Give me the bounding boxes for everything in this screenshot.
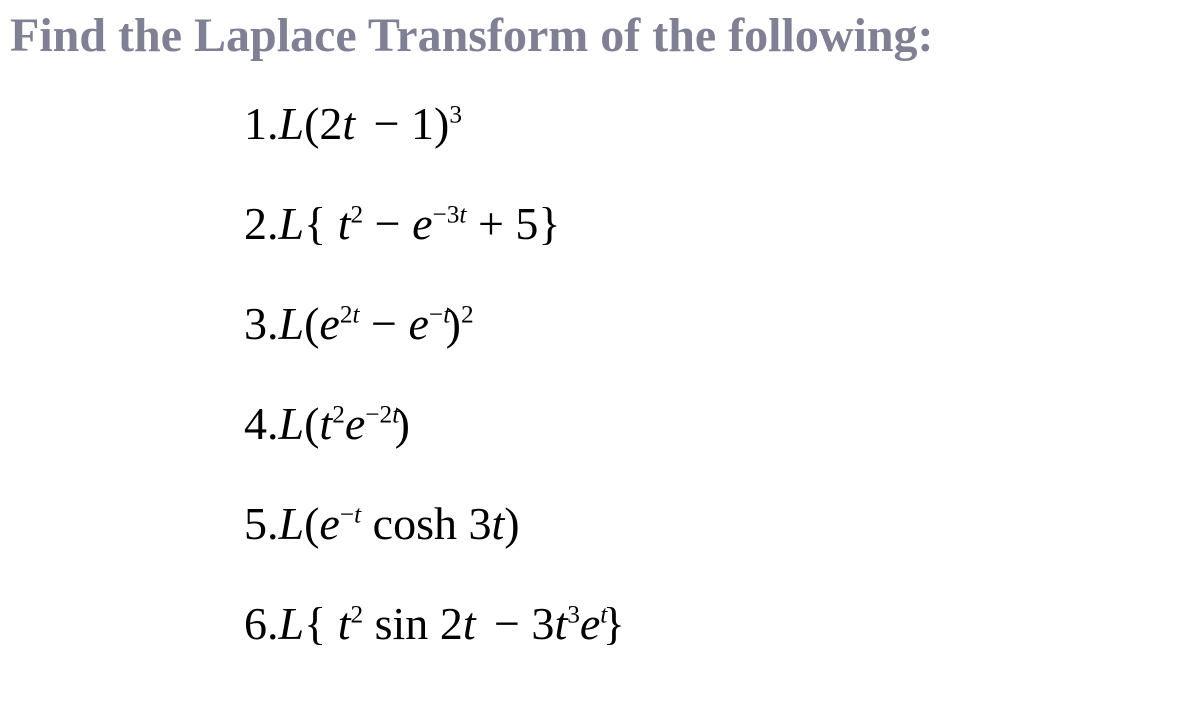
item-number: 6.: [244, 597, 279, 650]
page-title: Find the Laplace Transform of the follow…: [10, 8, 934, 63]
text: − 1): [362, 98, 449, 149]
text: −: [363, 198, 412, 249]
var-e: e: [408, 298, 428, 349]
exponent: −2: [365, 401, 392, 429]
exponent: 3: [567, 601, 580, 629]
text: }: [603, 598, 625, 649]
text: (2: [304, 98, 342, 149]
text: {: [304, 198, 338, 249]
operator-L: L: [279, 498, 305, 549]
problem-5: 5. L(e−t cosh 3t): [244, 492, 625, 592]
text: (: [304, 498, 319, 549]
var-t: t: [491, 498, 504, 549]
text: 2: [428, 598, 463, 649]
var-e: e: [319, 298, 339, 349]
text: (: [304, 298, 319, 349]
exponent: −: [429, 301, 443, 329]
var-t: t: [319, 398, 332, 449]
text: −: [360, 298, 409, 349]
exponent: −: [340, 501, 354, 529]
var-e: e: [580, 598, 600, 649]
operator-L: L: [279, 598, 305, 649]
text: {: [304, 598, 338, 649]
var-e: e: [345, 398, 365, 449]
text: + 5}: [466, 198, 560, 249]
problem-3: 3. L(e2t − e−t)2: [244, 292, 625, 392]
text: − 3: [482, 598, 554, 649]
var-t: t: [353, 301, 360, 329]
problem-4: 4. L(t2e−2t): [244, 392, 625, 492]
exponent: 2: [461, 301, 474, 329]
func-sin: sin: [363, 598, 428, 649]
item-number: 3.: [244, 297, 279, 350]
exponent: 2: [350, 601, 363, 629]
text: ): [504, 498, 519, 549]
exponent: 3: [449, 101, 462, 129]
exponent: 2: [340, 301, 353, 329]
problem-2: 2. L{ t2 − e−3t + 5}: [244, 192, 625, 292]
operator-L: L: [279, 298, 305, 349]
operator-L: L: [279, 198, 305, 249]
text: ): [446, 298, 461, 349]
var-e: e: [412, 198, 432, 249]
var-t: t: [338, 598, 351, 649]
var-t: t: [463, 598, 476, 649]
var-e: e: [319, 498, 339, 549]
func-cosh: cosh: [361, 498, 457, 549]
exponent: 2: [350, 201, 363, 229]
item-number: 5.: [244, 497, 279, 550]
var-t: t: [338, 198, 351, 249]
problem-1: 1. L(2t − 1)3: [244, 92, 625, 192]
operator-L: L: [279, 98, 305, 149]
operator-L: L: [279, 398, 305, 449]
text: 3: [457, 498, 492, 549]
item-number: 2.: [244, 197, 279, 250]
problem-list: 1. L(2t − 1)3 2. L{ t2 − e−3t + 5} 3. L(…: [244, 92, 625, 692]
text: ): [395, 398, 410, 449]
problem-6: 6. L{ t2 sin 2t − 3t3et}: [244, 592, 625, 692]
var-t: t: [554, 598, 567, 649]
text: (: [304, 398, 319, 449]
item-number: 1.: [244, 97, 279, 150]
var-t: t: [342, 98, 355, 149]
item-number: 4.: [244, 397, 279, 450]
exponent: −3: [433, 201, 460, 229]
exponent: 2: [332, 401, 345, 429]
